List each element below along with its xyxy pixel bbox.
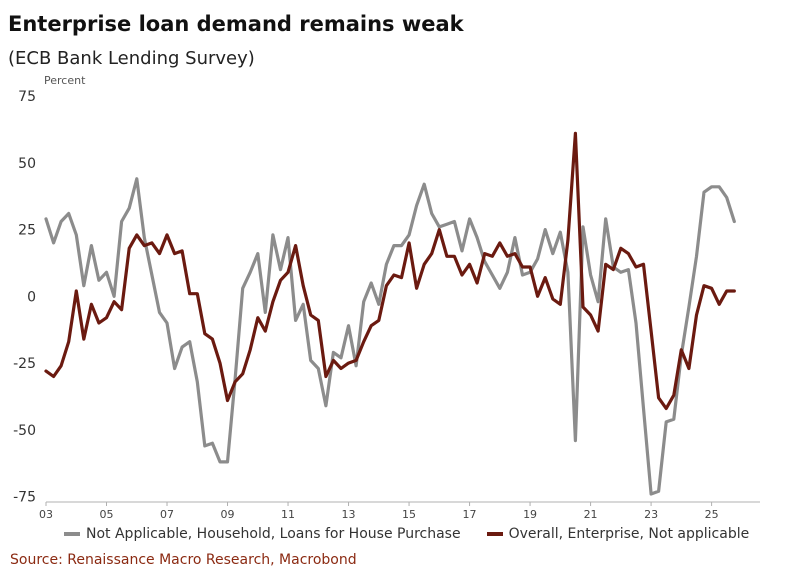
legend-item-enterprise: Overall, Enterprise, Not applicable [486, 526, 750, 542]
y-axis-unit-label: Percent [44, 74, 86, 87]
legend-label-enterprise: Overall, Enterprise, Not applicable [508, 526, 750, 542]
x-tick-label: 05 [100, 508, 114, 521]
y-tick-label: 75 [18, 89, 36, 105]
chart-subtitle: (ECB Bank Lending Survey) [8, 48, 255, 69]
x-tick-label: 11 [281, 508, 295, 521]
y-tick-label: 50 [18, 156, 36, 172]
x-tick-label: 17 [463, 508, 477, 521]
chart-title: Enterprise loan demand remains weak [8, 12, 464, 36]
y-tick-label: -75 [13, 490, 36, 506]
x-tick-label: 21 [584, 508, 598, 521]
y-tick-label: -25 [13, 356, 36, 372]
x-tick-label: 23 [644, 508, 658, 521]
y-tick-label: 0 [27, 289, 36, 305]
y-tick-label: -50 [13, 423, 36, 439]
x-tick-label: 25 [705, 508, 719, 521]
y-tick-label: 25 [18, 223, 36, 239]
series-layer [44, 131, 736, 496]
x-tick-label: 15 [402, 508, 416, 521]
legend: Not Applicable, Household, Loans for Hou… [64, 526, 775, 542]
legend-item-household: Not Applicable, Household, Loans for Hou… [64, 526, 461, 542]
x-tick-label: 07 [160, 508, 174, 521]
legend-swatch-household [64, 532, 80, 536]
x-tick-label: 19 [523, 508, 537, 521]
enterprise-line [44, 131, 736, 411]
legend-swatch-enterprise [486, 532, 503, 536]
legend-label-household: Not Applicable, Household, Loans for Hou… [86, 526, 461, 542]
x-tick-label: 13 [342, 508, 356, 521]
x-tick-label: 03 [39, 508, 53, 521]
source-note: Source: Renaissance Macro Research, Macr… [10, 552, 357, 568]
household-loans-line [44, 177, 736, 496]
x-tick-label: 09 [221, 508, 235, 521]
